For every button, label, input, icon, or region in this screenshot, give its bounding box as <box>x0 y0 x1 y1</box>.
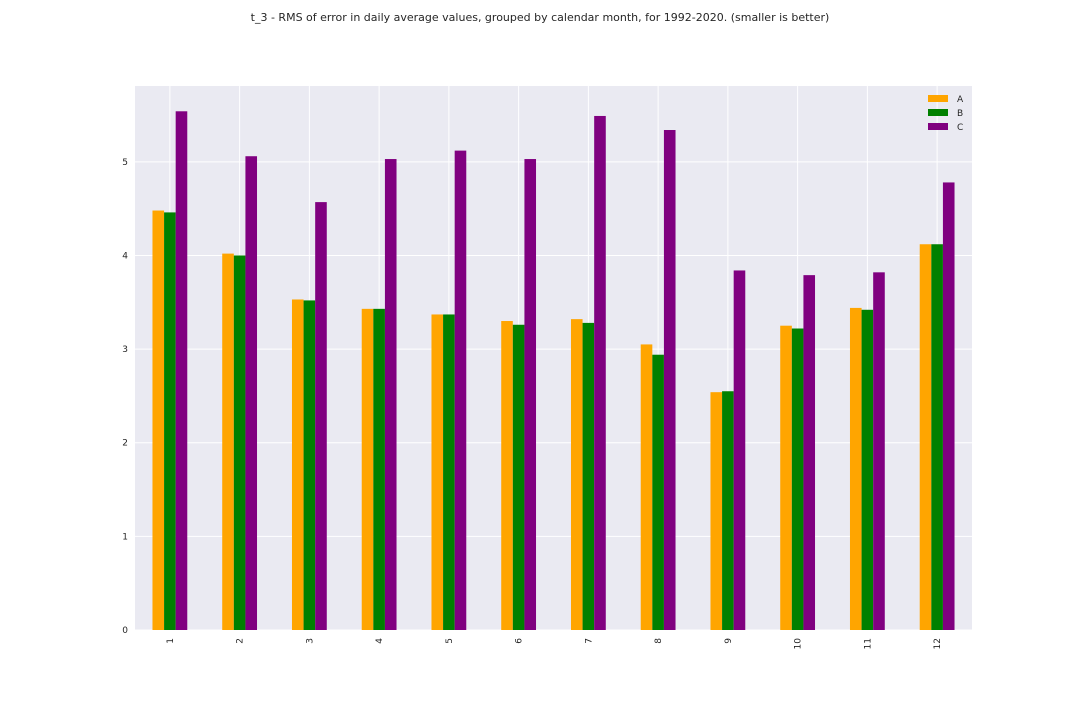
bar-a-7 <box>570 319 583 630</box>
x-tick-label: 6 <box>515 638 525 644</box>
bar-c-11 <box>873 272 885 630</box>
bars <box>152 111 955 631</box>
bar-a-11 <box>849 307 862 630</box>
bar-b-4 <box>373 308 385 630</box>
x-tick-label: 3 <box>305 638 315 644</box>
bar-b-12 <box>931 244 943 630</box>
x-tick-label: 5 <box>445 638 455 644</box>
bar-c-6 <box>524 159 537 630</box>
bar-b-10 <box>791 328 804 630</box>
bar-c-9 <box>733 270 746 630</box>
legend-label: B <box>957 109 963 119</box>
bar-c-10 <box>803 275 816 630</box>
y-tick-label: 4 <box>122 251 128 261</box>
x-tick-label: 4 <box>375 638 385 644</box>
legend-label: A <box>957 95 964 105</box>
bar-b-11 <box>861 309 874 630</box>
bar-b-6 <box>512 324 525 630</box>
x-tick-label: 11 <box>863 638 873 649</box>
bar-a-2 <box>222 253 234 630</box>
x-tick-label: 7 <box>584 638 594 644</box>
bar-c-12 <box>942 182 955 630</box>
bar-a-4 <box>361 308 374 630</box>
bar-c-5 <box>454 150 467 631</box>
bar-c-1 <box>175 111 188 631</box>
bar-a-12 <box>919 244 932 630</box>
bar-b-7 <box>582 322 595 630</box>
bar-c-2 <box>245 156 258 630</box>
y-tick-label: 5 <box>122 158 128 168</box>
bar-c-3 <box>315 202 327 630</box>
y-tick-label: 2 <box>122 439 128 449</box>
x-tick-label: 12 <box>933 638 943 649</box>
bar-b-5 <box>443 314 455 630</box>
x-tick-label: 9 <box>724 638 734 644</box>
legend: ABC <box>928 95 964 133</box>
y-axis-ticks: 0 1 2 3 4 5 <box>122 158 128 636</box>
bar-c-8 <box>663 130 676 630</box>
x-tick-label: 8 <box>654 638 664 644</box>
bar-c-4 <box>384 159 397 630</box>
legend-swatch-b <box>928 109 948 116</box>
legend-label: C <box>957 123 963 133</box>
bar-a-10 <box>780 325 792 630</box>
x-tick-label: 10 <box>794 638 804 650</box>
bar-b-8 <box>652 354 664 630</box>
bar-a-6 <box>501 321 513 630</box>
y-tick-label: 1 <box>122 532 128 542</box>
x-tick-label: 2 <box>236 638 246 644</box>
x-tick-label: 1 <box>166 638 176 644</box>
legend-swatch-c <box>928 123 948 130</box>
bar-a-9 <box>710 392 723 630</box>
y-tick-label: 3 <box>122 345 128 355</box>
x-axis-ticks: 1 2 3 4 5 6 7 8 9 10 11 12 <box>166 638 943 650</box>
bar-a-3 <box>291 299 304 630</box>
bar-b-3 <box>303 300 316 630</box>
bar-b-2 <box>233 255 246 630</box>
chart-title: t_3 - RMS of error in daily average valu… <box>250 11 830 24</box>
y-tick-label: 0 <box>122 626 128 636</box>
bar-a-8 <box>640 344 653 630</box>
bar-a-1 <box>152 210 165 630</box>
legend-swatch-a <box>928 95 948 102</box>
bar-a-5 <box>431 314 444 630</box>
bar-b-1 <box>164 212 176 630</box>
bar-b-9 <box>722 391 734 630</box>
bar-c-7 <box>594 115 606 630</box>
plot-area <box>135 86 972 630</box>
